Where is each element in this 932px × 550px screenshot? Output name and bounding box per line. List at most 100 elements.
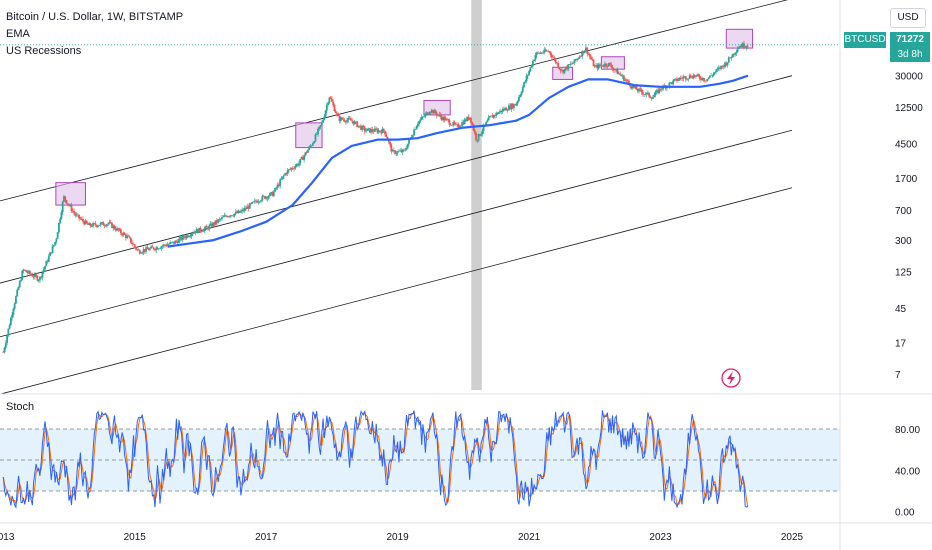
candle-body <box>111 222 113 229</box>
candle-body <box>711 75 714 77</box>
candle-body <box>167 244 170 245</box>
price-pane[interactable] <box>0 0 840 395</box>
candle-body <box>88 223 91 225</box>
candle-body <box>253 200 256 202</box>
candle-body <box>648 92 651 97</box>
candle-body <box>68 204 70 206</box>
candle-body <box>634 86 637 88</box>
currency-button[interactable]: USD <box>890 8 926 28</box>
candle-body <box>524 81 527 83</box>
candle-body <box>591 59 594 60</box>
candle-body <box>213 222 216 225</box>
candle-body <box>380 131 383 134</box>
candle-body <box>50 252 53 254</box>
x-tick-label: 2017 <box>255 532 278 543</box>
candle-body <box>602 66 605 67</box>
candle-body <box>481 131 484 134</box>
candle-body <box>136 249 139 250</box>
candle-body <box>198 227 201 234</box>
price-tag-value: 71272 <box>890 32 930 48</box>
candle-body <box>157 248 160 250</box>
candle-body <box>146 247 149 250</box>
candle-body <box>557 62 560 68</box>
candle-body <box>732 53 735 55</box>
candle-body <box>715 69 718 73</box>
candle-body <box>607 63 610 67</box>
candle-body <box>102 222 105 226</box>
candle-body <box>406 143 409 149</box>
candle-body <box>669 82 672 84</box>
candle-body <box>135 246 137 250</box>
candle-body <box>74 213 77 216</box>
candle-body <box>673 79 676 81</box>
candle-body <box>598 64 601 66</box>
candle-body <box>126 235 129 238</box>
x-tick-label: 2021 <box>518 532 541 543</box>
candle-body <box>384 130 386 135</box>
candle-body <box>209 223 212 226</box>
candle-body <box>109 222 112 223</box>
candle-body <box>501 109 504 113</box>
candle-body <box>580 56 582 58</box>
candle-body <box>408 139 410 144</box>
candle-body <box>202 231 204 232</box>
candle-body <box>21 270 24 280</box>
candle-body <box>719 67 721 69</box>
price-tag-symbol: BTCUSD <box>844 32 886 48</box>
candle-body <box>552 57 555 59</box>
candle-body <box>215 220 218 223</box>
candle-body <box>282 175 285 177</box>
candle-body <box>274 187 276 192</box>
candle-body <box>428 113 431 115</box>
candle-body <box>615 69 618 71</box>
candle-body <box>510 104 513 110</box>
candle-body <box>223 215 226 217</box>
candle-body <box>640 89 643 93</box>
candle-body <box>238 210 241 213</box>
candle-body <box>272 191 275 197</box>
candle-body <box>261 195 264 201</box>
candle-body <box>485 122 488 125</box>
x-tick-label: 2015 <box>124 532 147 543</box>
candle-body <box>553 57 556 59</box>
candle-body <box>548 51 551 53</box>
candle-body <box>82 218 84 222</box>
candle-body <box>41 272 44 278</box>
candle-body <box>131 242 134 245</box>
candle-body <box>415 126 418 130</box>
candle-body <box>60 212 63 219</box>
candle-body <box>113 225 116 229</box>
candle-body <box>66 203 69 205</box>
candle-body <box>310 145 313 147</box>
candle-body <box>706 79 709 82</box>
candle-body <box>674 78 677 80</box>
candle-body <box>190 234 193 237</box>
candle-body <box>337 113 340 117</box>
candle-body <box>318 126 321 129</box>
candle-body <box>528 71 530 75</box>
candle-body <box>97 225 99 227</box>
candle-body <box>252 201 255 203</box>
candle-body <box>333 104 336 112</box>
candle-body <box>698 76 701 79</box>
candle-body <box>636 89 639 92</box>
candle-body <box>349 118 352 121</box>
channel-line-1 <box>0 75 793 284</box>
candle-body <box>35 274 38 277</box>
candle-body <box>353 121 356 125</box>
stoch-pane[interactable] <box>0 393 932 509</box>
candle-body <box>281 176 284 179</box>
candle-body <box>494 115 496 116</box>
candle-body <box>707 77 710 80</box>
candle-body <box>660 89 663 90</box>
candle-body <box>165 245 168 246</box>
candle-body <box>727 57 730 63</box>
candle-body <box>647 92 649 94</box>
candle-body <box>626 80 629 81</box>
candle-body <box>720 65 723 69</box>
candle-body <box>171 241 174 243</box>
candle-body <box>746 46 749 47</box>
candle-body <box>189 236 192 237</box>
